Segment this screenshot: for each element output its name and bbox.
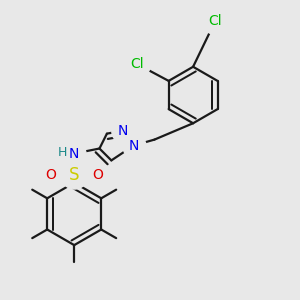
Point: [134, 61, 139, 66]
Text: S: S: [69, 166, 80, 184]
Point: [48, 173, 53, 178]
Text: N: N: [69, 147, 80, 160]
Point: [72, 173, 76, 178]
Point: [96, 173, 100, 178]
Point: [121, 128, 126, 133]
Text: Cl: Cl: [130, 57, 143, 71]
Point: [72, 151, 76, 156]
Text: H: H: [58, 146, 68, 159]
Text: O: O: [45, 168, 56, 182]
Text: Cl: Cl: [208, 14, 222, 28]
Point: [131, 143, 136, 148]
Point: [213, 18, 218, 23]
Text: O: O: [92, 168, 104, 182]
Point: [61, 150, 65, 154]
Text: N: N: [128, 139, 139, 152]
Text: N: N: [118, 124, 128, 138]
